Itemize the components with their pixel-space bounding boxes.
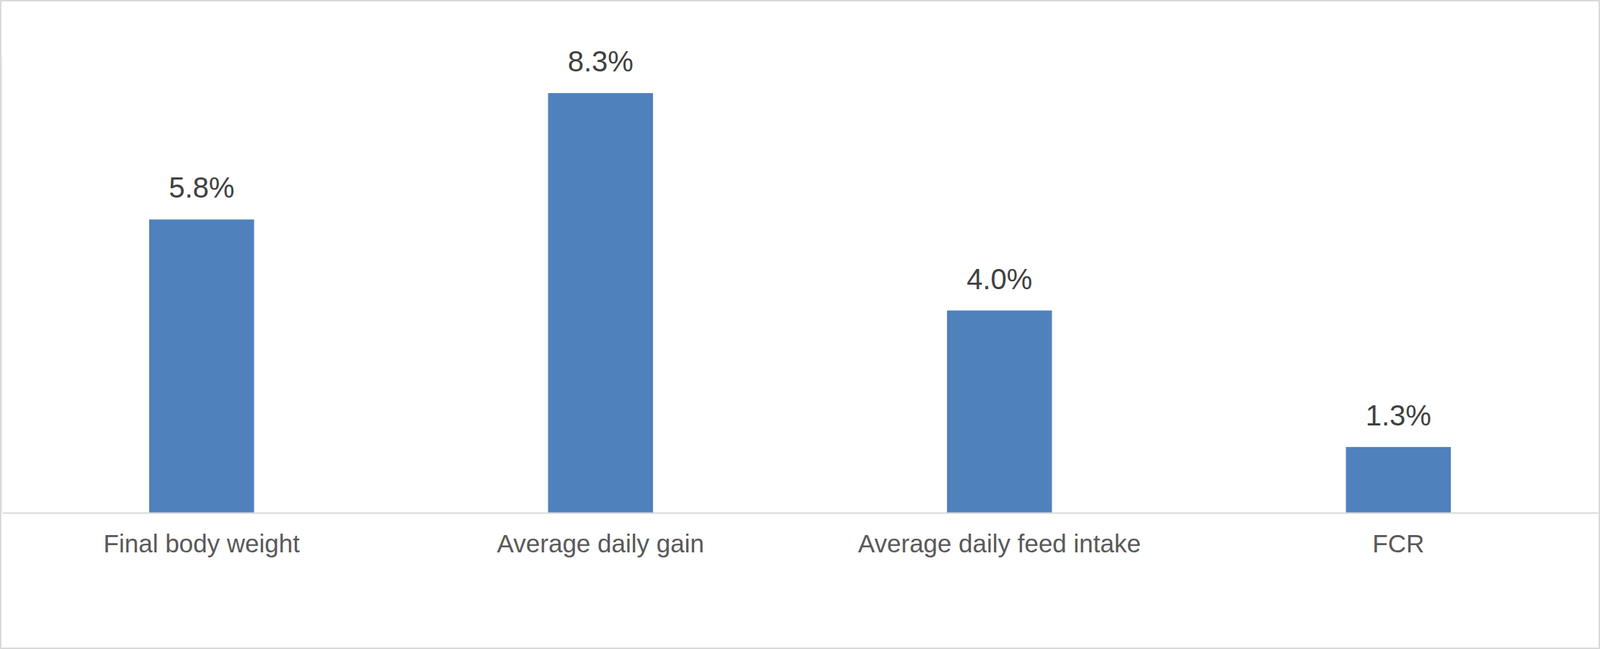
data-label: 5.8% — [168, 171, 235, 204]
bar — [947, 310, 1053, 513]
x-axis-line — [2, 512, 1599, 514]
bar — [547, 92, 653, 513]
data-label: 1.3% — [1365, 399, 1432, 431]
bar — [149, 219, 255, 513]
bars — [149, 92, 1451, 513]
x-tick: Final body weight — [103, 529, 301, 558]
y-axis-line — [2, 57, 3, 513]
x-tick-label: Average daily gain — [497, 529, 705, 558]
x-tick: Average daily feed intake — [858, 529, 1141, 558]
x-tick: FCR — [1372, 529, 1425, 558]
plot: Final body weight Average daily gain Avera… — [2, 45, 1599, 558]
data-label: 8.3% — [567, 45, 634, 78]
x-axis: Final body weight Average daily gain Avera… — [2, 513, 1599, 558]
bar — [1345, 446, 1451, 513]
x-tick-label: FCR — [1372, 529, 1425, 558]
data-labels: 5.8% 8.3% 4.0% 1.3% — [168, 45, 1432, 431]
x-tick: Average daily gain — [497, 529, 705, 558]
x-tick-label: Final body weight — [103, 529, 301, 558]
x-tick-label: Average daily feed intake — [858, 529, 1141, 558]
chart: Final body weight Average daily gain Avera… — [0, 0, 1600, 649]
data-label: 4.0% — [966, 263, 1033, 295]
chart-frame — [0, 0, 1600, 648]
